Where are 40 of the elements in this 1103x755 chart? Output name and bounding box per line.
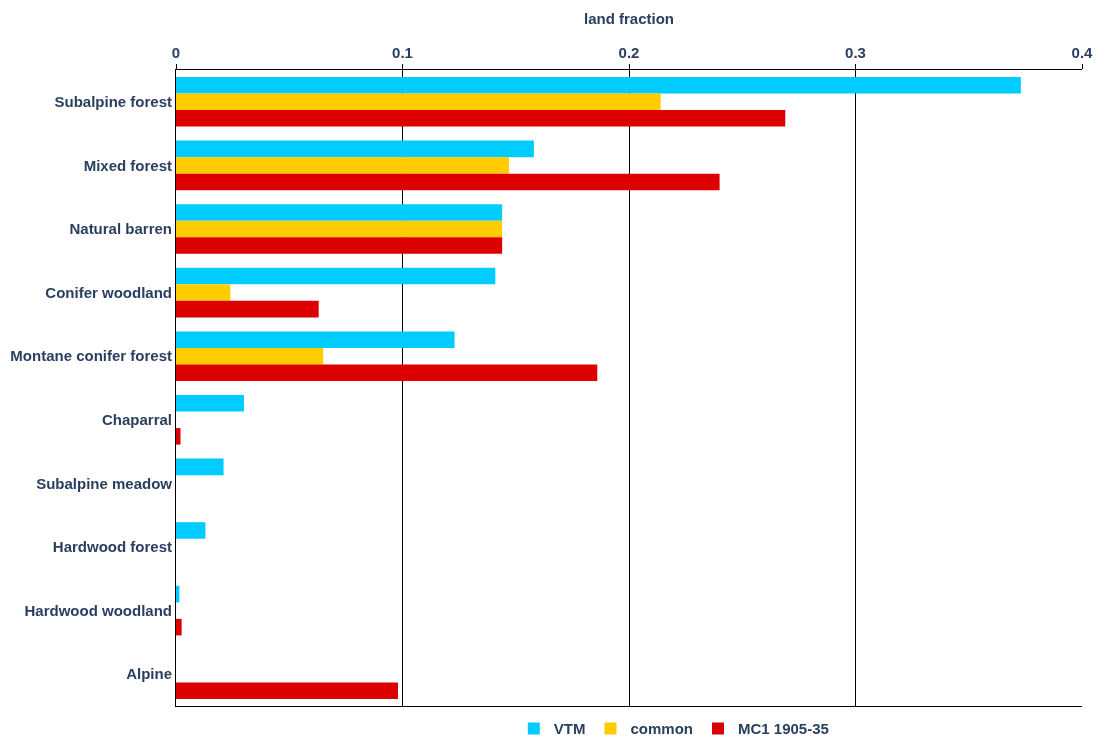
x-tick-label: 0.1 bbox=[392, 44, 413, 61]
bar bbox=[176, 267, 496, 285]
bar bbox=[176, 173, 720, 191]
x-axis-title: land fraction bbox=[583, 10, 675, 28]
x-tick-label: 0 bbox=[171, 44, 181, 61]
bar bbox=[176, 682, 398, 699]
legend-label: common bbox=[630, 720, 693, 738]
bar bbox=[176, 93, 661, 111]
y-tick-label: Chaparral bbox=[101, 411, 172, 429]
bar bbox=[176, 522, 206, 539]
y-tick-label: Montane conifer forest bbox=[10, 347, 172, 365]
bar bbox=[176, 237, 503, 254]
bar bbox=[176, 618, 182, 636]
bar bbox=[176, 347, 324, 365]
y-tick-label: Natural barren bbox=[69, 220, 172, 238]
bar bbox=[176, 110, 786, 127]
bar bbox=[176, 428, 181, 445]
bar bbox=[176, 395, 244, 412]
bar bbox=[176, 220, 503, 238]
legend-label: VTM bbox=[553, 720, 586, 738]
x-tick-label: 0.4 bbox=[1071, 44, 1094, 61]
bar bbox=[176, 157, 509, 174]
y-tick-label: Alpine bbox=[126, 665, 172, 683]
bar bbox=[176, 284, 231, 301]
x-tick-label: 0.2 bbox=[618, 44, 640, 61]
bar bbox=[176, 364, 598, 381]
y-tick-label: Subalpine meadow bbox=[36, 474, 173, 492]
x-tick-label: 0.3 bbox=[845, 44, 866, 61]
y-tick-label: Subalpine forest bbox=[54, 93, 172, 111]
y-tick-label: Hardwood woodland bbox=[24, 601, 172, 619]
bar bbox=[176, 140, 534, 158]
bar bbox=[176, 77, 1021, 94]
bar bbox=[176, 204, 503, 221]
y-tick-label: Mixed forest bbox=[83, 156, 172, 174]
legend-label: MC1 1905-35 bbox=[737, 720, 829, 738]
y-tick-label: Hardwood forest bbox=[52, 538, 172, 556]
bar bbox=[176, 458, 224, 476]
bar bbox=[176, 300, 319, 318]
y-tick-label: Conifer woodland bbox=[45, 283, 172, 301]
bar bbox=[176, 331, 455, 348]
